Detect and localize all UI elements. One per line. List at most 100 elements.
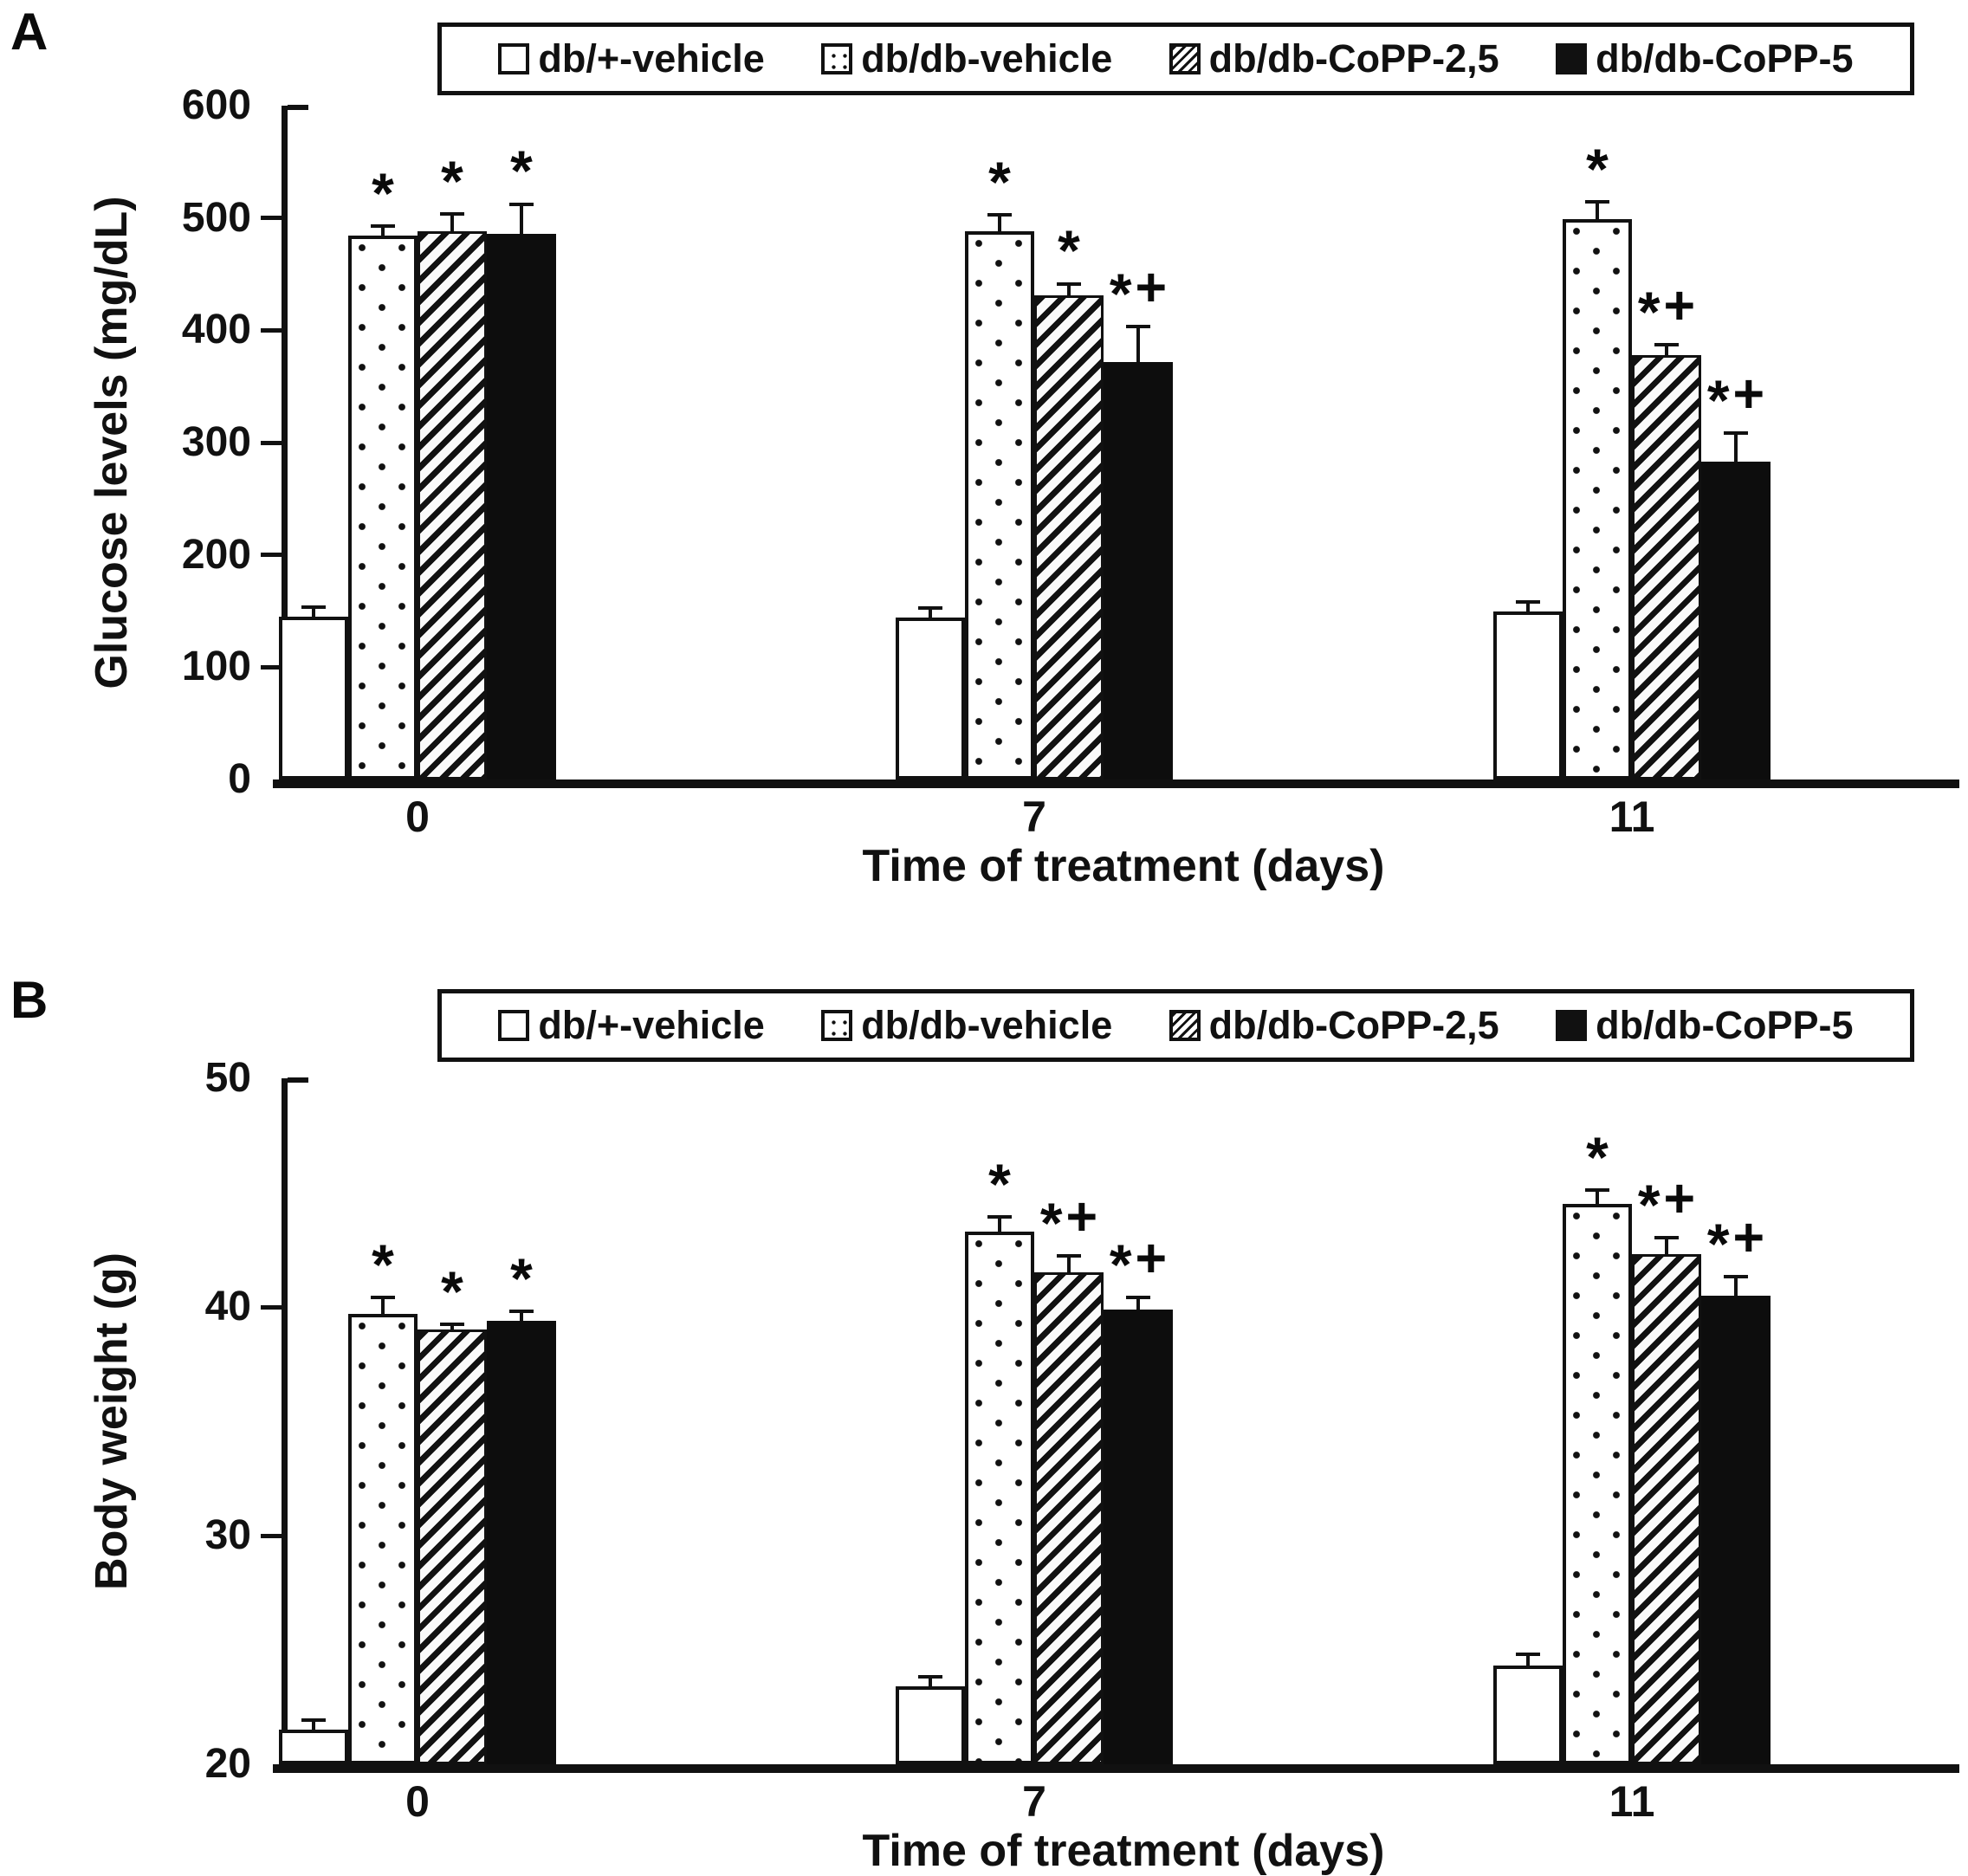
error-bar-cap bbox=[1126, 1295, 1150, 1299]
swatch-dots-icon bbox=[821, 43, 853, 74]
error-bar-cap bbox=[301, 605, 326, 610]
asterisk-icon: * bbox=[988, 150, 1011, 215]
y-tick-label: 400 bbox=[181, 307, 251, 353]
y-tick-mark bbox=[261, 553, 282, 558]
error-bar bbox=[312, 1718, 315, 1730]
y-top-tick-mark bbox=[288, 1077, 308, 1083]
panel-b-plot-area: Body weight (g) Time of treatment (days)… bbox=[87, 1058, 1959, 1873]
error-bar bbox=[1734, 431, 1738, 463]
bar-db-vehicle-day-11 bbox=[1493, 611, 1563, 780]
error-bar bbox=[1067, 281, 1071, 296]
plus-mark-icon: + bbox=[1663, 1168, 1696, 1230]
significance-annotation: * bbox=[379, 152, 526, 210]
y-tick-mark bbox=[261, 664, 282, 670]
legend-label: db/db-CoPP-2,5 bbox=[1208, 1003, 1499, 1047]
legend-item-db-plus-vehicle: db/+-vehicle bbox=[498, 36, 765, 81]
error-bar-cap bbox=[1057, 1254, 1081, 1258]
y-tick-label: 100 bbox=[181, 644, 251, 690]
bar-db-db-vehicle-day-11 bbox=[1563, 1204, 1632, 1764]
significance-annotation: *+ bbox=[1662, 367, 1809, 429]
error-bar-cap bbox=[440, 1323, 464, 1327]
panel-b-label: B bbox=[10, 971, 49, 1029]
significance-annotation: * bbox=[379, 1263, 526, 1320]
asterisk-icon: * bbox=[1586, 136, 1609, 201]
panel-a-label: A bbox=[10, 3, 49, 61]
bar-db-db-copp-2-5-day-11 bbox=[1632, 354, 1701, 780]
bar-db-db-copp-2-5-day-11 bbox=[1632, 1254, 1701, 1764]
plus-mark-icon: + bbox=[1135, 257, 1168, 318]
significance-annotation: * bbox=[448, 1250, 595, 1307]
y-tick-label: 20 bbox=[204, 1741, 251, 1787]
error-bar bbox=[1596, 1187, 1599, 1205]
error-bar-cap bbox=[1516, 1652, 1540, 1656]
y-tick-label: 50 bbox=[204, 1055, 251, 1101]
asterisk-icon: * bbox=[441, 1259, 463, 1324]
y-tick-mark bbox=[261, 1304, 282, 1310]
error-bar bbox=[450, 212, 454, 232]
asterisk-icon: * bbox=[441, 149, 463, 214]
asterisk-icon: * bbox=[510, 1245, 533, 1310]
error-bar-cap bbox=[1126, 324, 1150, 328]
swatch-hatch-icon bbox=[1168, 1010, 1201, 1041]
error-bar bbox=[381, 1295, 385, 1314]
error-bar bbox=[520, 1309, 523, 1321]
swatch-dots-icon bbox=[821, 1010, 853, 1041]
error-bar bbox=[1665, 1236, 1668, 1255]
y-tick-label: 300 bbox=[181, 419, 251, 465]
error-bar-cap bbox=[440, 212, 464, 217]
error-bar-cap bbox=[987, 213, 1012, 217]
bar-db-vehicle-day-0 bbox=[279, 1730, 348, 1764]
bar-db-db-vehicle-day-0 bbox=[348, 236, 418, 780]
asterisk-icon: * bbox=[1706, 1211, 1730, 1276]
legend-label: db/db-CoPP-2,5 bbox=[1208, 36, 1499, 81]
bar-db-db-copp-5-day-0 bbox=[487, 1320, 556, 1764]
x-tick-label: 11 bbox=[1609, 1777, 1655, 1826]
error-bar bbox=[1526, 1652, 1530, 1666]
x-tick-label: 11 bbox=[1609, 792, 1655, 841]
plus-mark-icon: + bbox=[1065, 1187, 1098, 1248]
bar-db-db-vehicle-day-11 bbox=[1563, 218, 1632, 780]
bar-db-db-copp-2-5-day-7 bbox=[1034, 1272, 1104, 1764]
error-bar bbox=[998, 1215, 1001, 1232]
x-axis-line bbox=[273, 1764, 1959, 1773]
error-bar bbox=[520, 202, 523, 234]
x-tick-label: 7 bbox=[1022, 1777, 1046, 1826]
asterisk-icon: * bbox=[1109, 1232, 1132, 1297]
y-tick-label: 0 bbox=[228, 756, 251, 802]
error-bar bbox=[1526, 599, 1530, 611]
error-bar bbox=[998, 213, 1001, 232]
bar-db-db-copp-2-5-day-0 bbox=[418, 1329, 487, 1764]
error-bar bbox=[381, 224, 385, 236]
asterisk-icon: * bbox=[372, 161, 394, 226]
legend-panel-b: db/+-vehicle db/db-vehicle db/db-CoPP-2,… bbox=[437, 989, 1914, 1062]
y-tick-label: 200 bbox=[181, 531, 251, 578]
y-axis-line bbox=[282, 106, 288, 780]
legend-item-dbdb-vehicle: db/db-vehicle bbox=[821, 36, 1112, 81]
legend-label: db/db-CoPP-5 bbox=[1596, 36, 1854, 81]
swatch-hatch-icon bbox=[1168, 43, 1201, 74]
plus-mark-icon: + bbox=[1732, 364, 1765, 425]
significance-annotation: * bbox=[1524, 140, 1671, 197]
error-bar-cap bbox=[301, 1718, 326, 1723]
error-bar-cap bbox=[1724, 1275, 1748, 1279]
x-axis-title: Time of treatment (days) bbox=[862, 1826, 1385, 1876]
plus-mark-icon: + bbox=[1135, 1227, 1168, 1289]
legend-label: db/+-vehicle bbox=[538, 1003, 765, 1047]
asterisk-icon: * bbox=[1637, 279, 1660, 344]
y-tick-mark bbox=[261, 1533, 282, 1538]
error-bar bbox=[1136, 1295, 1140, 1310]
error-bar-cap bbox=[371, 1295, 395, 1299]
asterisk-icon: * bbox=[1109, 261, 1132, 326]
legend-item-dbdb-copp5: db/db-CoPP-5 bbox=[1556, 1003, 1854, 1048]
significance-annotation: * bbox=[448, 142, 595, 199]
legend-item-db-plus-vehicle: db/+-vehicle bbox=[498, 1003, 765, 1048]
y-axis-line bbox=[282, 1078, 288, 1764]
x-tick-label: 0 bbox=[405, 1777, 430, 1826]
asterisk-icon: * bbox=[372, 1232, 394, 1297]
error-bar-cap bbox=[987, 1215, 1012, 1219]
error-bar-cap bbox=[1516, 599, 1540, 604]
swatch-plain-icon bbox=[498, 43, 530, 74]
asterisk-icon: * bbox=[1637, 1173, 1660, 1238]
y-tick-mark bbox=[261, 216, 282, 221]
panel-a-plot-area: Glucose levels (mg/dL) Time of treatment… bbox=[87, 85, 1959, 889]
